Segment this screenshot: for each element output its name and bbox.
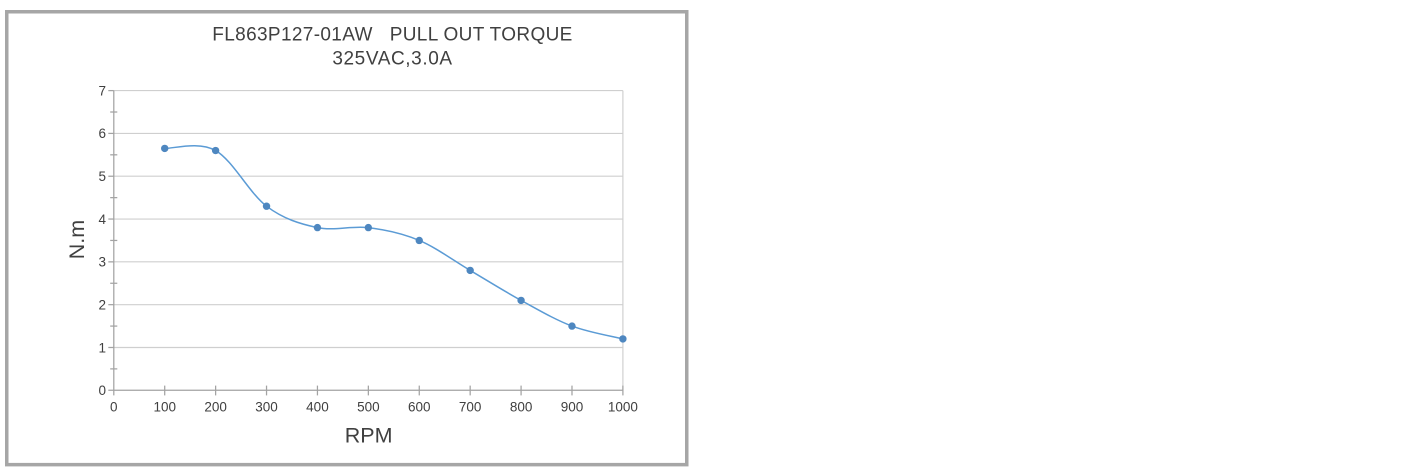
svg-text:400: 400 [306, 400, 329, 415]
svg-text:500: 500 [357, 400, 380, 415]
svg-text:1: 1 [98, 340, 106, 355]
svg-text:N.m: N.m [65, 220, 89, 259]
svg-text:300: 300 [255, 400, 278, 415]
svg-text:6: 6 [98, 126, 106, 141]
svg-text:200: 200 [204, 400, 227, 415]
svg-text:0: 0 [110, 400, 118, 415]
svg-text:4: 4 [98, 212, 106, 227]
svg-text:RPM: RPM [345, 424, 393, 448]
svg-text:325VAC,3.0A: 325VAC,3.0A [332, 49, 452, 70]
svg-text:900: 900 [561, 400, 584, 415]
svg-text:7: 7 [98, 83, 106, 98]
svg-text:1000: 1000 [608, 400, 638, 415]
svg-text:2: 2 [98, 298, 106, 313]
svg-text:5: 5 [98, 169, 106, 184]
svg-text:600: 600 [408, 400, 431, 415]
svg-text:800: 800 [510, 400, 533, 415]
svg-text:100: 100 [153, 400, 176, 415]
svg-text:700: 700 [459, 400, 482, 415]
svg-text:0: 0 [98, 383, 106, 398]
svg-text:3: 3 [98, 255, 106, 270]
svg-text:FL863P127-01AW PULL OUT TORQ: FL863P127-01AW PULL OUT TORQUE [212, 25, 572, 46]
